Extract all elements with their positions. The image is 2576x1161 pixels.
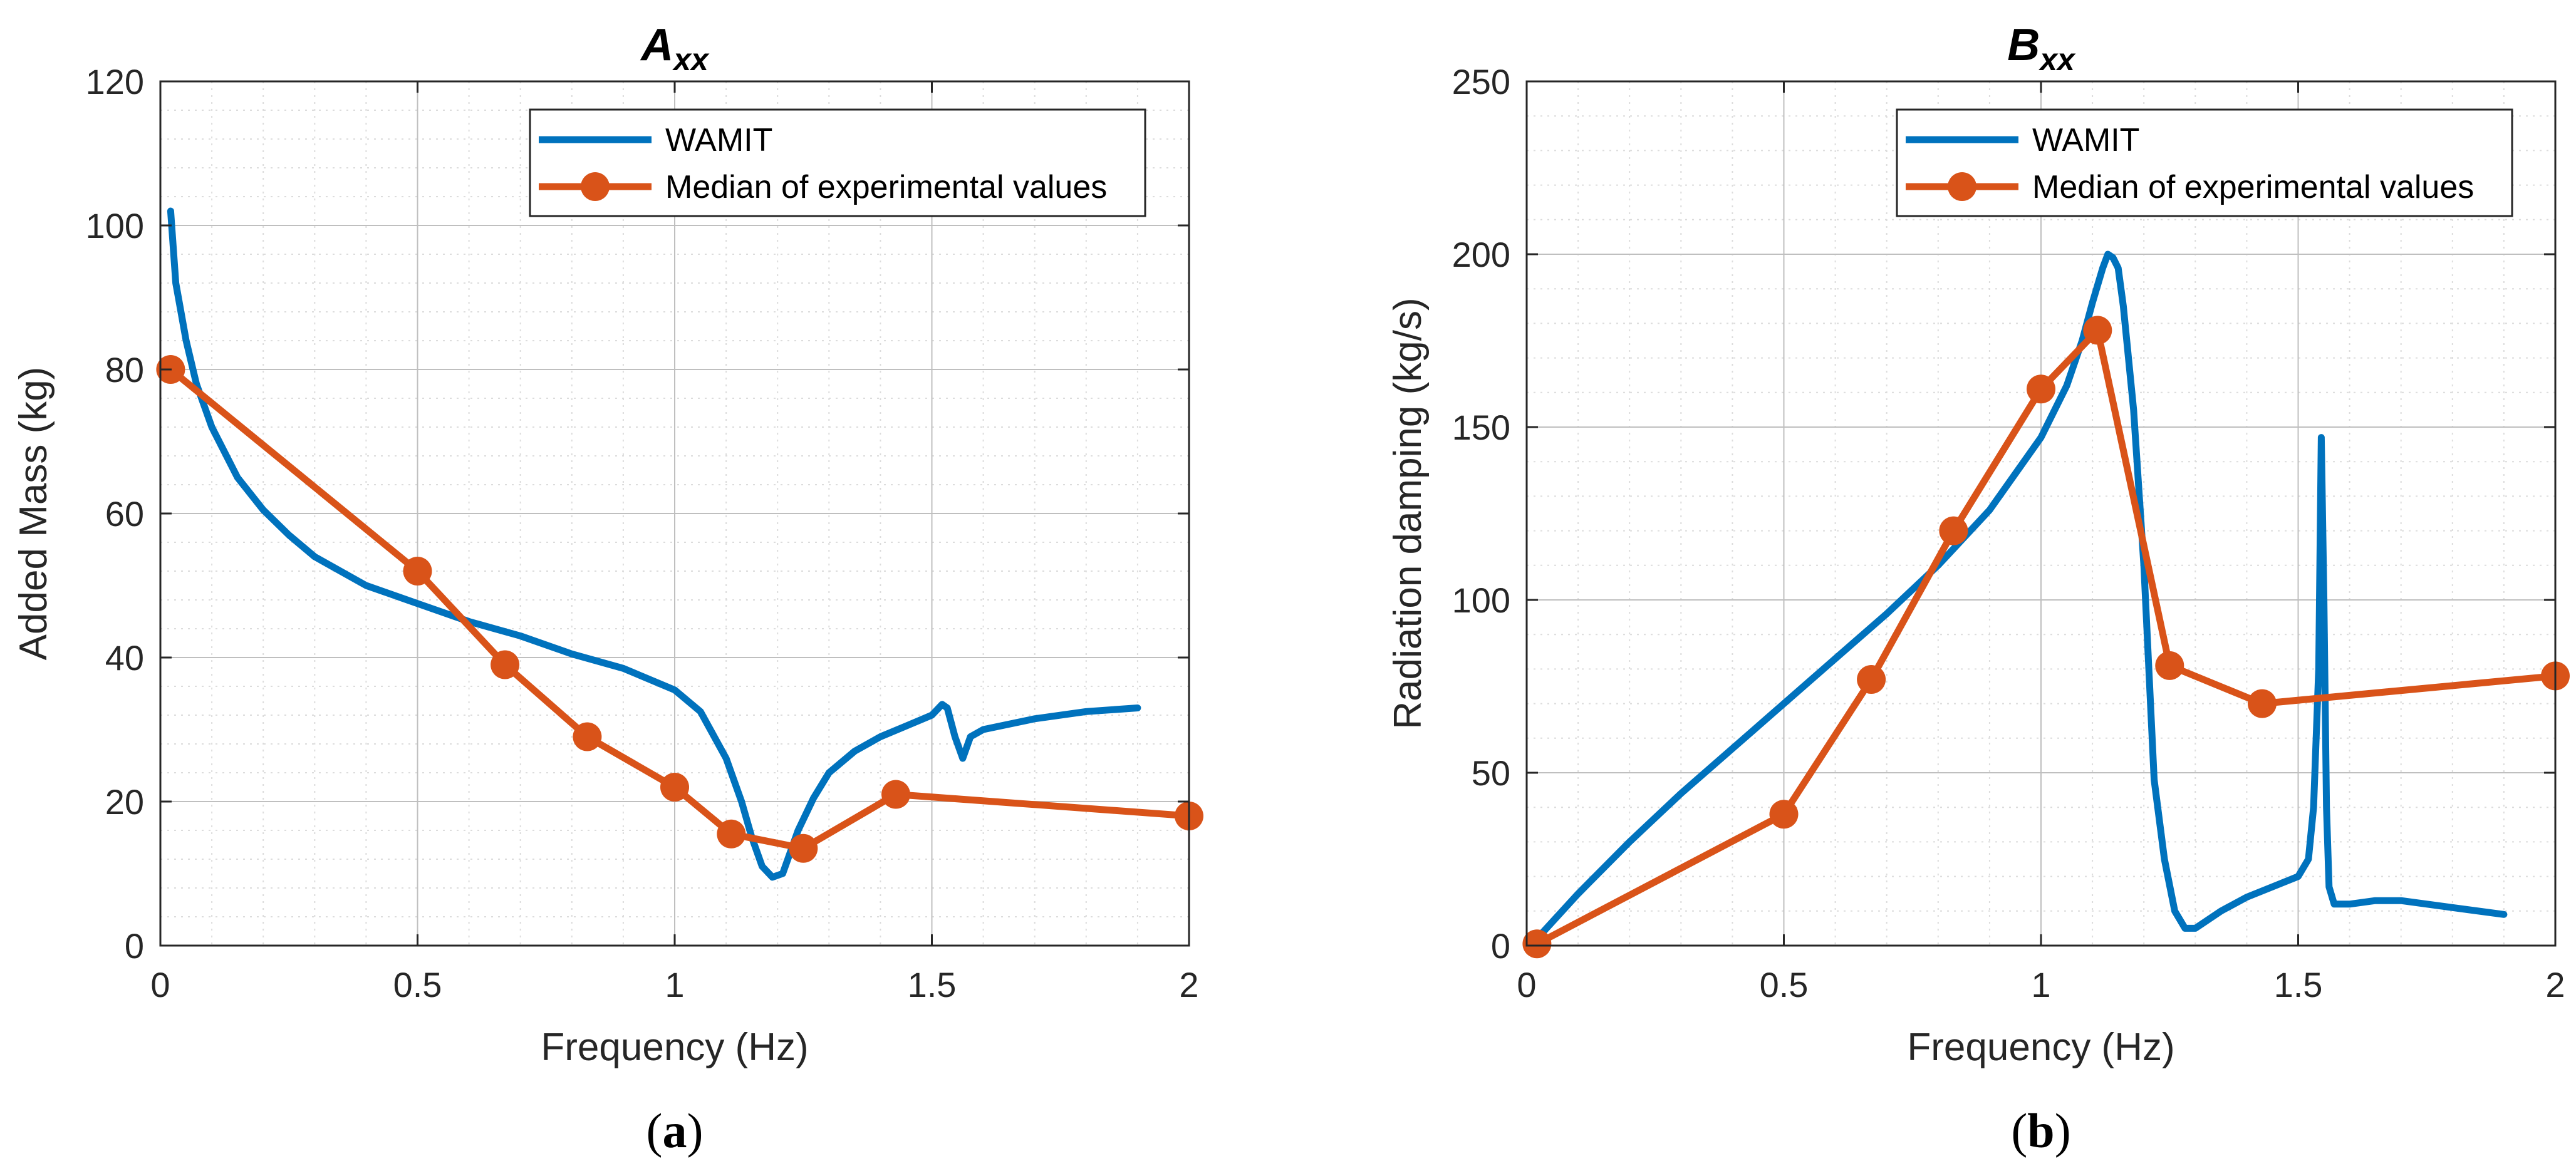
median-point-b xyxy=(2083,316,2112,345)
median-point-a xyxy=(789,833,818,863)
caption-a-close: ) xyxy=(687,1103,704,1158)
chart-title-b: Bxx xyxy=(2007,20,2076,77)
x-tick-label-a: 0 xyxy=(150,965,170,1004)
y-tick-label-a: 80 xyxy=(105,350,144,390)
y-tick-label-a: 0 xyxy=(125,926,144,966)
caption-a-open: ( xyxy=(647,1103,663,1158)
median-point-a xyxy=(717,819,746,849)
x-tick-label-b: 0 xyxy=(1517,965,1536,1004)
wamit-line-b xyxy=(1533,250,2508,942)
caption-b-close: ) xyxy=(2055,1103,2071,1158)
legend-median-label-b: Median of experimental values xyxy=(2032,169,2474,205)
median-point-a xyxy=(573,722,602,751)
legend-box-b xyxy=(1896,108,2513,217)
chart-title-a: Axx xyxy=(640,20,710,77)
x-tick-label-a: 0.5 xyxy=(393,965,442,1004)
y-tick-label-a: 120 xyxy=(86,62,144,101)
legend-b: WAMIT Median of experimental values xyxy=(1896,108,2513,217)
caption-a: (a) xyxy=(647,1103,704,1158)
legend-wamit-label-a: WAMIT xyxy=(665,122,772,158)
median-point-a xyxy=(491,650,520,679)
legend-a: WAMIT Median of experimental values xyxy=(529,108,1146,217)
legend-box-a xyxy=(529,108,1146,217)
x-tick-label-a: 1 xyxy=(665,965,684,1004)
chart-title-main-b: B xyxy=(2007,20,2040,70)
y-tick-label-b: 250 xyxy=(1452,62,1510,101)
chart-title-sub-b: xx xyxy=(2038,42,2076,77)
median-point-b xyxy=(1769,800,1799,829)
series-b xyxy=(1522,250,2570,959)
caption-a-letter: a xyxy=(663,1103,687,1158)
y-tick-label-a: 100 xyxy=(86,206,144,245)
y-tick-label-a: 40 xyxy=(105,638,144,678)
wamit-line-a xyxy=(167,207,1141,881)
y-tick-label-a: 20 xyxy=(105,782,144,822)
x-tick-label-b: 0.5 xyxy=(1760,965,1809,1004)
y-tick-label-b: 0 xyxy=(1491,926,1510,966)
y-axis-label-a: Added Mass (kg) xyxy=(12,367,55,661)
legend-median-label-a: Median of experimental values xyxy=(665,169,1107,205)
legend-wamit-label-b: WAMIT xyxy=(2032,122,2139,158)
x-tick-label-b: 2 xyxy=(2545,965,2565,1004)
x-tick-label-b: 1 xyxy=(2031,965,2050,1004)
y-tick-label-a: 60 xyxy=(105,494,144,534)
caption-b: (b) xyxy=(2011,1103,2070,1158)
median-point-a xyxy=(403,557,432,586)
x-tick-label-b: 1.5 xyxy=(2274,965,2323,1004)
legend-median-marker-b xyxy=(1948,172,1976,201)
median-point-b xyxy=(2027,374,2055,404)
x-axis-label-b: Frequency (Hz) xyxy=(1907,1026,2174,1069)
chart-title-main-a: A xyxy=(640,20,673,70)
x-tick-label-a: 1.5 xyxy=(908,965,957,1004)
y-tick-label-b: 200 xyxy=(1452,235,1510,274)
y-tick-label-b: 100 xyxy=(1452,580,1510,620)
median-point-b xyxy=(2248,689,2277,718)
x-axis-label-a: Frequency (Hz) xyxy=(541,1026,808,1069)
y-tick-label-b: 50 xyxy=(1472,753,1510,793)
series-a xyxy=(156,207,1203,881)
y-tick-label-b: 150 xyxy=(1452,408,1510,447)
caption-b-open: ( xyxy=(2011,1103,2027,1158)
median-point-a xyxy=(660,773,689,802)
median-point-b xyxy=(1939,516,1968,545)
caption-b-letter: b xyxy=(2027,1103,2054,1158)
y-axis-label-b: Radiation damping (kg/s) xyxy=(1386,297,1430,729)
median-point-b xyxy=(1857,665,1886,694)
median-point-a xyxy=(881,780,910,809)
median-point-b xyxy=(1522,929,1552,959)
chart-title-sub-a: xx xyxy=(672,42,710,77)
ticks-b: 0 0.5 1 1.5 2 0 50 100 150 200 250 xyxy=(1452,62,2565,1004)
legend-median-marker-a xyxy=(581,172,610,201)
chart-panel-b: 0 0.5 1 1.5 2 0 50 100 150 200 250 Bxx Frequency (… xyxy=(1386,20,2570,1069)
median-point-b xyxy=(2155,651,2184,680)
x-tick-label-a: 2 xyxy=(1179,965,1198,1004)
